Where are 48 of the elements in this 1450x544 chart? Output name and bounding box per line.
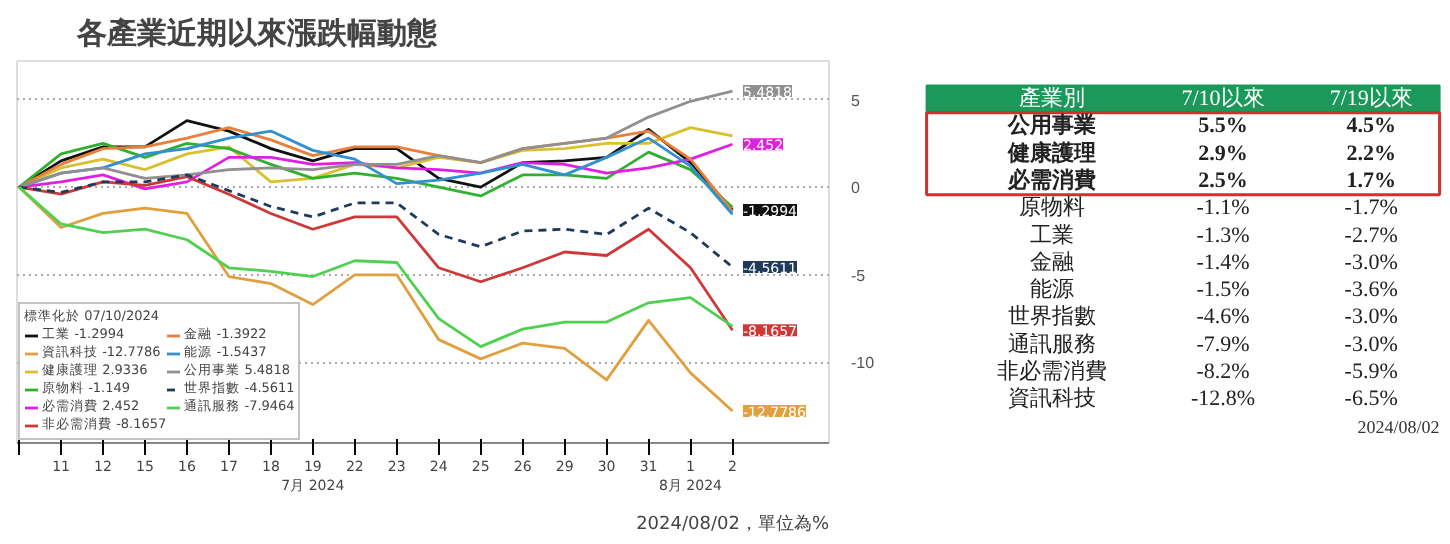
line-series [17,185,734,349]
y-tick-label: 工業 [1030,223,1074,248]
y-tick-label: 必需消費 [1006,167,1096,194]
data-label: -3.0% [1344,250,1398,275]
line-series [17,173,734,269]
line-series [17,185,734,413]
data-label: -3.0% [1344,332,1398,357]
data-label: -12.8% [1190,387,1256,412]
data-label: 2.2% [1346,141,1396,166]
data-label: -3.0% [1344,305,1398,330]
data-label: -1.3% [1196,223,1250,248]
data-label: -5.9% [1344,360,1398,385]
y-tick-label: 能源 [1030,276,1074,303]
data-label: 1.7% [1346,169,1396,194]
data-label: -3.6% [1344,278,1398,303]
text: 2024/08/02 [1357,416,1440,437]
y-tick-label: 非必需消費 [997,358,1107,385]
x-tick-label: 7/19以來 [1329,85,1413,112]
data-label: 2.5% [1198,169,1248,194]
y-tick-label: 5 [851,91,861,110]
y-tick-label: 金融 [1030,250,1074,275]
line-series [17,141,734,209]
y-tick-label: -10 [851,354,876,373]
y-tick-label: -5 [851,266,867,285]
x-tick-label: 7/10以來 [1181,85,1265,112]
data-label: 4.5% [1346,114,1396,139]
data-label: -6.5% [1344,387,1398,412]
data-label: -1.4% [1196,250,1250,275]
line-series [17,89,734,189]
data-label: -8.2% [1196,360,1250,385]
y-tick-label: 0 [851,179,861,198]
y-tick-label: 通訊服務 [1008,330,1096,357]
text: 2024/08/02，單位為% [636,513,830,535]
y-tick-label: 原物料 [1019,194,1085,221]
y-tick-label: 公用事業 [1006,112,1096,139]
y-tick-label: 世界指數 [1008,303,1096,330]
data-label: -7.9% [1196,332,1250,357]
data-label: -1.5% [1196,278,1250,303]
data-label: -1.7% [1344,196,1398,221]
data-label: -4.6% [1196,305,1250,330]
data-label: -2.7% [1344,223,1398,248]
data-label: 2.9% [1198,141,1248,166]
data-label: -1.1% [1196,196,1250,221]
y-tick-label: 健康護理 [1006,139,1096,166]
data-label: 5.5% [1198,114,1248,139]
y-axis-title: 產業別 [1019,85,1085,112]
chart-title: 各產業近期以來漲跌幅動態 [75,15,439,51]
y-tick-label: 資訊科技 [1008,385,1096,412]
